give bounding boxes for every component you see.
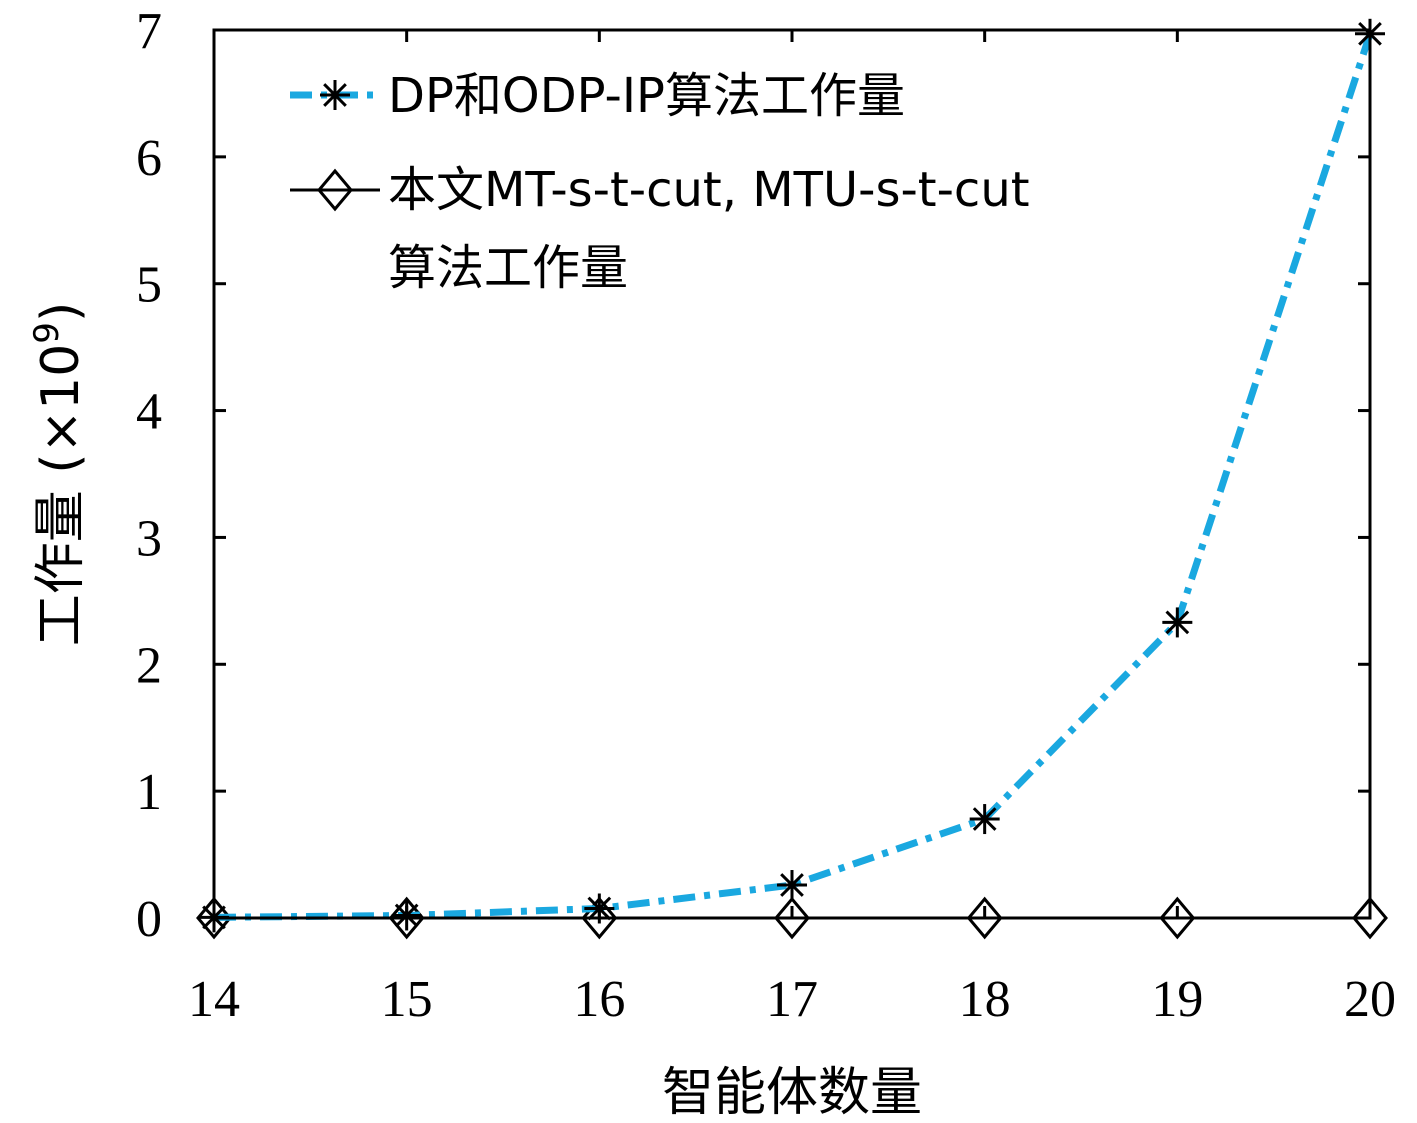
ticks-layer: 14 15 16 17 18 19 20 0 1 2 3 4 5 6 7 bbox=[136, 3, 1396, 1028]
asterisk-marker bbox=[777, 870, 807, 901]
x-tick-label: 16 bbox=[573, 971, 625, 1028]
asterisk-stroke bbox=[323, 83, 347, 107]
x-tick-label: 15 bbox=[381, 971, 433, 1028]
asterisk-marker bbox=[969, 804, 1000, 835]
y-axis-label-close: ) bbox=[31, 302, 91, 322]
legend-marker-asterisk bbox=[320, 80, 350, 110]
y-axis-label: 工作量 (×109) bbox=[27, 302, 91, 647]
legend-marker-diamond bbox=[317, 168, 353, 212]
diamond-marker bbox=[196, 896, 232, 940]
x-axis-label: 智能体数量 bbox=[662, 1063, 922, 1123]
legend-asterisk bbox=[320, 80, 350, 110]
diamond-marker bbox=[1352, 896, 1388, 940]
x-tick-label: 20 bbox=[1344, 971, 1396, 1028]
asterisk-stroke bbox=[972, 807, 997, 831]
legend-diamond bbox=[317, 168, 353, 212]
series-layer bbox=[196, 18, 1388, 940]
asterisk-stroke bbox=[780, 873, 804, 897]
x-tick-label: 14 bbox=[188, 971, 240, 1028]
legend: DP和ODP-IP算法工作量 本文MT-s-t-cut, MTU-s-t-cut… bbox=[290, 68, 1030, 296]
x-tick-label: 19 bbox=[1151, 971, 1203, 1028]
y-axis-label-main: 工作量 (×10 bbox=[31, 344, 91, 647]
y-tick-label: 3 bbox=[136, 510, 162, 567]
y-tick-label: 5 bbox=[136, 257, 162, 314]
legend-label-cut-line2: 算法工作量 bbox=[388, 240, 628, 296]
asterisk-marker bbox=[1162, 607, 1193, 638]
y-tick-label: 4 bbox=[136, 384, 162, 441]
diamond-marker bbox=[966, 896, 1003, 940]
y-tick-label: 6 bbox=[136, 130, 162, 187]
x-tick-label: 18 bbox=[959, 971, 1011, 1028]
y-axis-label-group: 工作量 (×109) bbox=[27, 302, 91, 647]
y-axis-label-exponent: 9 bbox=[27, 322, 67, 344]
asterisk-stroke bbox=[1165, 610, 1190, 635]
x-tick-label: 17 bbox=[766, 971, 818, 1028]
legend-label-cut: 本文MT-s-t-cut, MTU-s-t-cut bbox=[388, 162, 1030, 218]
y-tick-label: 2 bbox=[136, 637, 162, 694]
legend-label-dp: DP和ODP-IP算法工作量 bbox=[388, 68, 905, 124]
y-tick-label: 1 bbox=[136, 764, 162, 821]
diamond-marker bbox=[774, 896, 810, 940]
y-tick-label: 0 bbox=[136, 891, 162, 948]
diamond-marker bbox=[1159, 896, 1196, 940]
y-tick-label: 7 bbox=[136, 3, 162, 60]
